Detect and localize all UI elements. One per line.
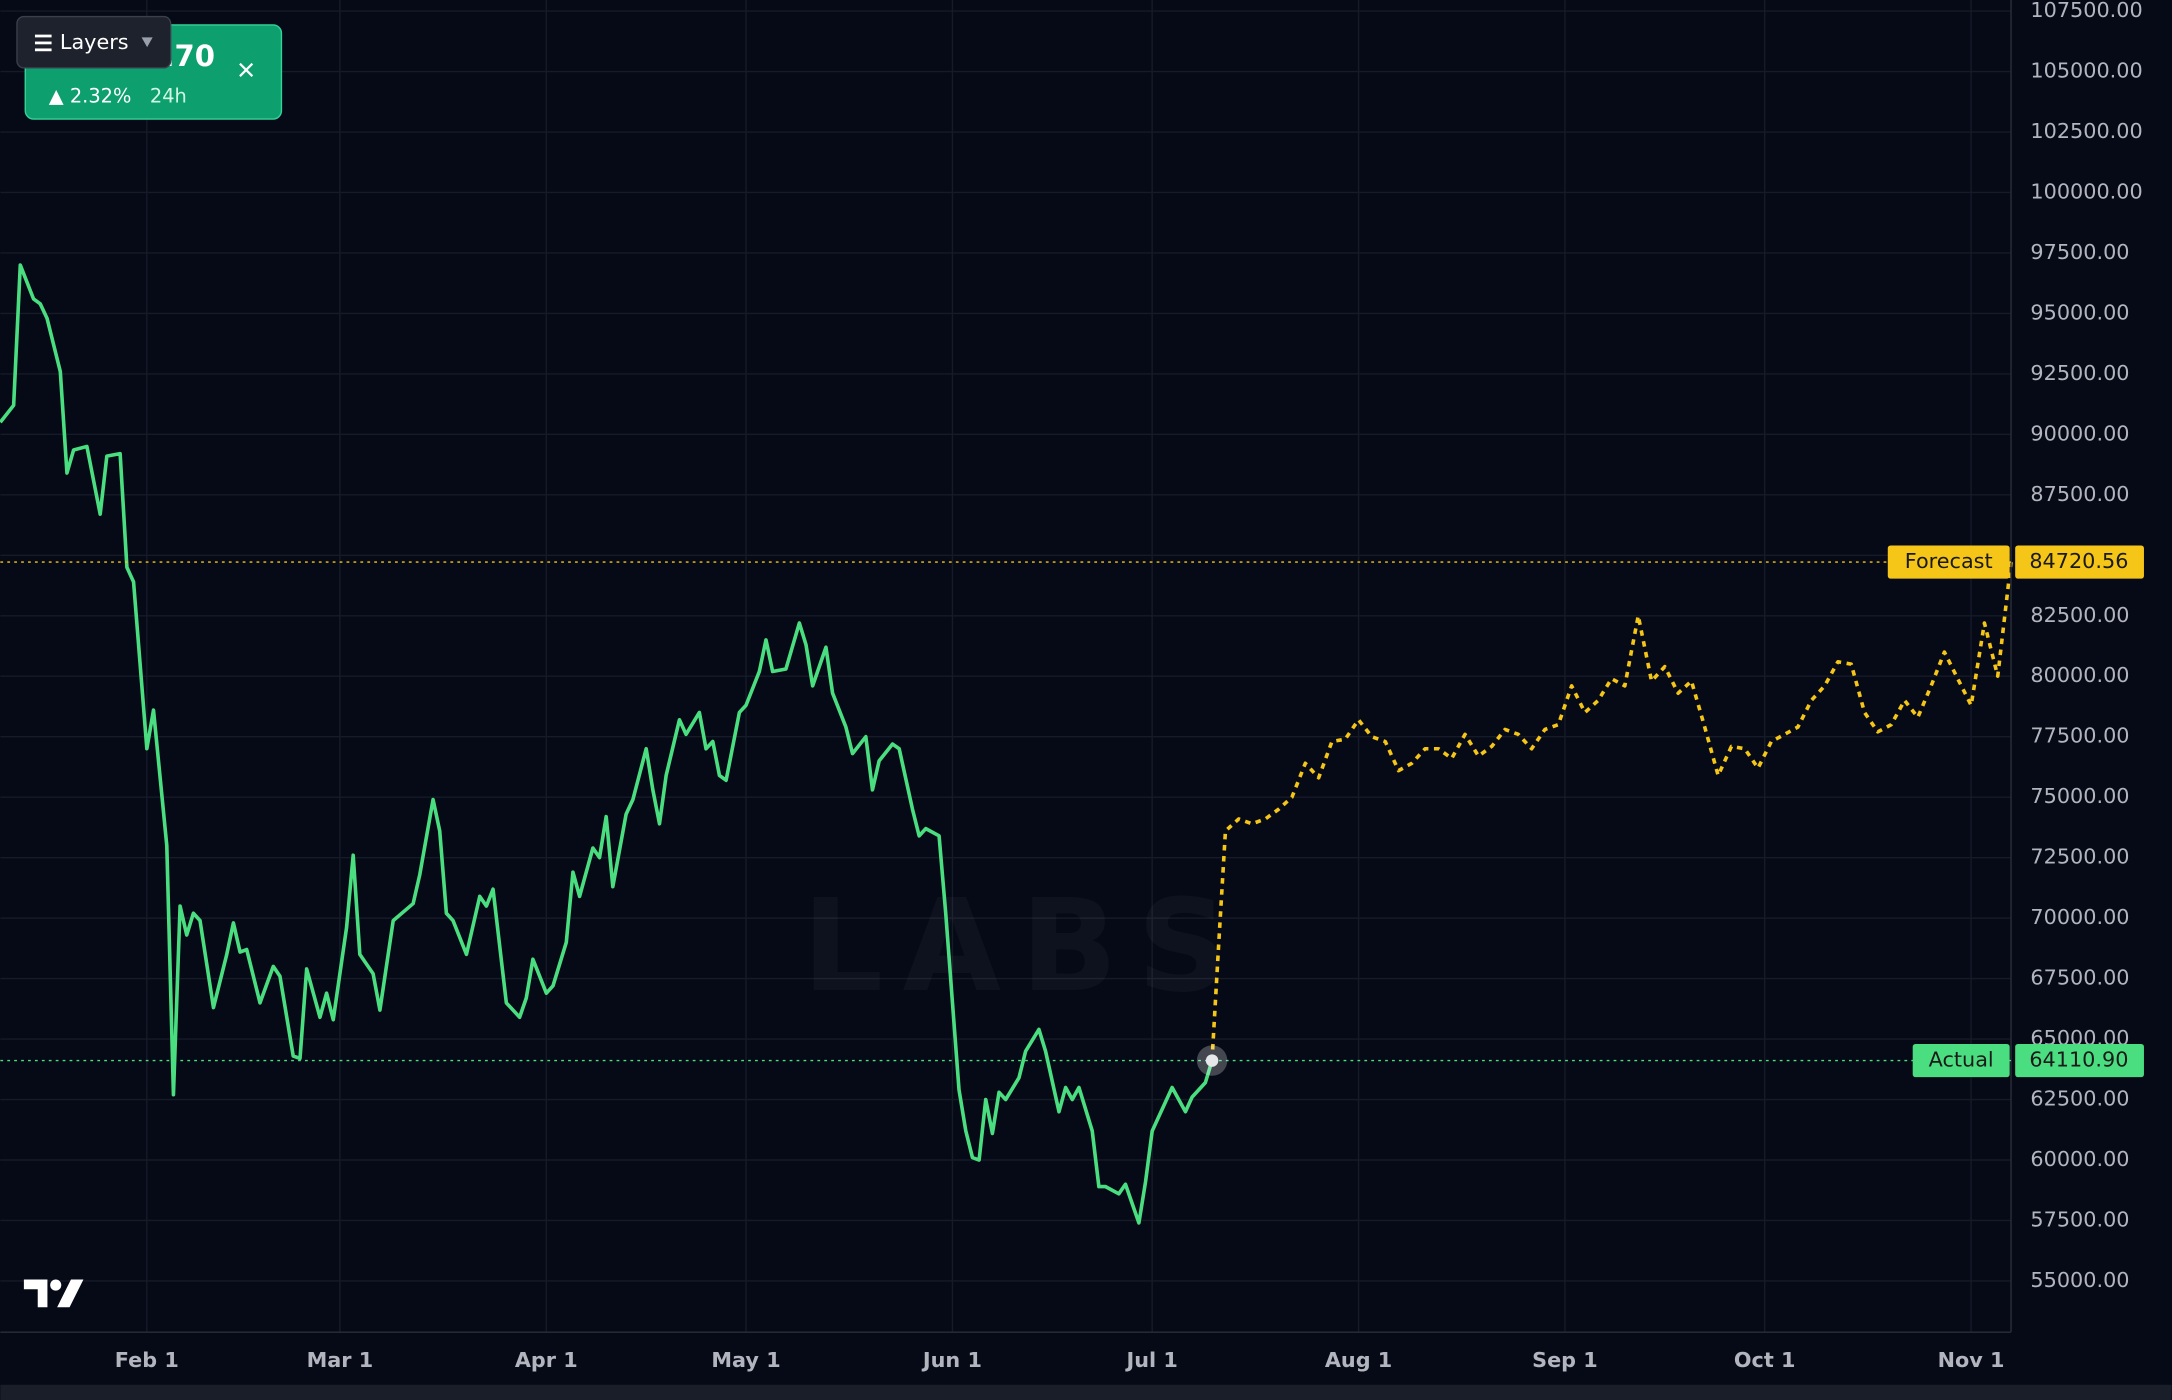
y-tick-label: 87500.00 <box>2030 482 2129 506</box>
y-tick-label: 95000.00 <box>2030 300 2129 324</box>
plot <box>0 263 2013 1225</box>
y-tick-label: 60000.00 <box>2030 1147 2129 1171</box>
axes: 55000.0057500.0060000.0062500.0065000.00… <box>115 0 2143 1372</box>
y-tick-label: 62500.00 <box>2030 1087 2129 1111</box>
x-tick-label: Mar 1 <box>307 1348 374 1372</box>
x-tick-label: Jul 1 <box>1125 1348 1178 1372</box>
x-tick-label: Feb 1 <box>115 1348 179 1372</box>
y-tick-label: 77500.00 <box>2030 724 2129 748</box>
menu-bar <box>34 48 52 52</box>
y-tick-label: 105000.00 <box>2030 59 2142 83</box>
x-tick-label: Jun 1 <box>921 1348 982 1372</box>
x-tick-label: Nov 1 <box>1938 1348 2005 1372</box>
y-tick-label: 82500.00 <box>2030 603 2129 627</box>
series-tag <box>1912 1043 2010 1078</box>
price-tag-label: 84720.56 <box>2029 549 2128 573</box>
y-tick-label: 80000.00 <box>2030 663 2129 687</box>
x-tick-label: Apr 1 <box>515 1348 578 1372</box>
layers-label: Layers <box>60 30 129 54</box>
x-tick-label: Aug 1 <box>1325 1348 1392 1372</box>
dropdown-arrow <box>141 37 153 48</box>
series-name: Actual <box>1929 1048 1994 1072</box>
menu-bar <box>34 34 52 38</box>
tv-logo <box>23 1279 84 1308</box>
ticker-price: .70 <box>163 39 215 73</box>
layers-button[interactable] <box>16 15 172 69</box>
y-tick-label: 57500.00 <box>2030 1207 2129 1231</box>
ticker-change: ▲ 2.32% <box>49 84 132 107</box>
close-icon <box>239 62 254 77</box>
logo-part <box>57 1279 84 1308</box>
y-tick-label: 67500.00 <box>2030 966 2129 990</box>
y-tick-label: 90000.00 <box>2030 421 2129 445</box>
logo-part <box>50 1279 62 1291</box>
price-tag-label: 64110.90 <box>2029 1048 2128 1072</box>
ticker-period: 24h <box>150 84 187 107</box>
series-line <box>0 263 1214 1225</box>
y-tick-label: 100000.00 <box>2030 179 2142 203</box>
series-name: Forecast <box>1905 549 1993 573</box>
logo-part <box>23 1279 48 1308</box>
x-tick-label: May 1 <box>711 1348 780 1372</box>
close-button[interactable] <box>239 62 254 77</box>
y-tick-label: 107500.00 <box>2030 0 2142 22</box>
series-tag <box>1887 545 2010 579</box>
price-tags: Actual 64110.90 Forecast 84720.56 <box>0 545 2144 1078</box>
menu-bar <box>34 41 52 45</box>
y-tick-label: 97500.00 <box>2030 240 2129 264</box>
y-tick-label: 75000.00 <box>2030 784 2129 808</box>
x-tick-label: Sep 1 <box>1532 1348 1598 1372</box>
y-tick-label: 92500.00 <box>2030 361 2129 385</box>
end-marker <box>1205 1054 1219 1067</box>
price-tag <box>2015 1043 2144 1078</box>
y-tick-label: 102500.00 <box>2030 119 2142 143</box>
menu-icon <box>34 34 52 52</box>
x-tick-label: Oct 1 <box>1734 1348 1796 1372</box>
bottom-bar <box>0 1384 2172 1400</box>
y-tick-label: 72500.00 <box>2030 845 2129 869</box>
y-tick-label: 70000.00 <box>2030 905 2129 929</box>
y-tick-label: 55000.00 <box>2030 1268 2129 1292</box>
price-tag <box>2015 545 2144 579</box>
grid <box>0 0 2012 1333</box>
watermark: LABS <box>802 873 1248 1021</box>
